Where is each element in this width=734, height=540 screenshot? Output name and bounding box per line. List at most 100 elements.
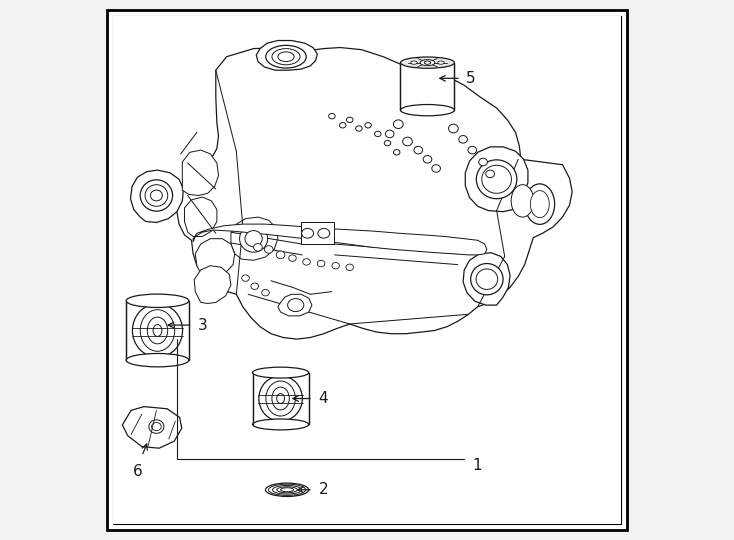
Ellipse shape [385, 140, 390, 146]
Ellipse shape [288, 255, 297, 261]
Ellipse shape [385, 130, 394, 138]
Ellipse shape [401, 105, 454, 116]
Ellipse shape [140, 309, 175, 351]
Ellipse shape [266, 381, 295, 416]
Ellipse shape [126, 354, 189, 367]
Ellipse shape [410, 87, 419, 94]
Ellipse shape [470, 264, 503, 295]
Ellipse shape [482, 165, 512, 193]
Polygon shape [131, 170, 184, 222]
Ellipse shape [459, 136, 468, 143]
Ellipse shape [148, 317, 167, 344]
Ellipse shape [272, 49, 300, 65]
Ellipse shape [393, 120, 403, 129]
Ellipse shape [140, 180, 172, 211]
Polygon shape [123, 407, 182, 448]
Ellipse shape [239, 225, 268, 252]
Polygon shape [465, 147, 528, 212]
Bar [126, 301, 189, 360]
Ellipse shape [252, 367, 309, 378]
Polygon shape [184, 197, 217, 237]
Ellipse shape [280, 488, 294, 492]
Text: 1: 1 [472, 458, 482, 473]
Ellipse shape [401, 57, 454, 68]
Ellipse shape [266, 45, 306, 68]
Ellipse shape [288, 299, 304, 312]
Polygon shape [193, 224, 487, 255]
Ellipse shape [126, 294, 189, 307]
Ellipse shape [132, 303, 183, 357]
Ellipse shape [448, 124, 458, 133]
Ellipse shape [332, 262, 339, 269]
Polygon shape [463, 253, 510, 305]
Ellipse shape [511, 185, 534, 217]
Ellipse shape [365, 123, 371, 128]
Polygon shape [278, 294, 312, 316]
Ellipse shape [437, 61, 444, 64]
Ellipse shape [525, 184, 555, 225]
Text: 5: 5 [466, 71, 476, 86]
Ellipse shape [252, 419, 309, 430]
Ellipse shape [424, 156, 432, 163]
Ellipse shape [443, 102, 451, 109]
Bar [252, 373, 309, 424]
Ellipse shape [272, 387, 289, 410]
Ellipse shape [531, 191, 549, 218]
Polygon shape [195, 266, 231, 303]
Ellipse shape [302, 259, 310, 265]
Ellipse shape [145, 185, 168, 206]
Ellipse shape [424, 62, 430, 64]
Ellipse shape [479, 158, 487, 166]
Polygon shape [177, 48, 573, 339]
Text: 2: 2 [319, 482, 328, 497]
Ellipse shape [356, 126, 362, 131]
Bar [301, 222, 333, 244]
Ellipse shape [432, 165, 440, 172]
Ellipse shape [272, 485, 302, 494]
Ellipse shape [150, 190, 162, 201]
Ellipse shape [468, 146, 476, 154]
Ellipse shape [278, 52, 294, 62]
Ellipse shape [414, 146, 423, 154]
Ellipse shape [251, 283, 258, 289]
Ellipse shape [149, 420, 164, 433]
Bar [401, 63, 454, 110]
Ellipse shape [241, 275, 250, 281]
Polygon shape [231, 217, 278, 260]
Ellipse shape [277, 487, 297, 493]
Ellipse shape [318, 228, 330, 238]
Ellipse shape [339, 123, 346, 128]
Ellipse shape [262, 289, 269, 296]
Ellipse shape [476, 269, 498, 289]
Polygon shape [256, 40, 317, 70]
Ellipse shape [329, 113, 335, 119]
Ellipse shape [486, 170, 495, 178]
Ellipse shape [393, 150, 400, 155]
Ellipse shape [346, 264, 354, 271]
Ellipse shape [424, 61, 431, 64]
Polygon shape [195, 239, 235, 276]
Ellipse shape [269, 484, 305, 495]
Ellipse shape [346, 117, 353, 123]
Ellipse shape [420, 59, 435, 65]
Ellipse shape [245, 231, 262, 247]
Ellipse shape [403, 137, 413, 146]
Ellipse shape [276, 251, 285, 259]
Ellipse shape [426, 92, 437, 102]
Polygon shape [182, 150, 219, 195]
Ellipse shape [374, 131, 381, 137]
Ellipse shape [476, 160, 517, 199]
Ellipse shape [317, 260, 325, 267]
Text: 3: 3 [198, 318, 208, 333]
Text: 4: 4 [319, 391, 328, 406]
Ellipse shape [153, 325, 162, 336]
Ellipse shape [259, 376, 302, 421]
Text: 6: 6 [133, 464, 142, 480]
Ellipse shape [411, 61, 417, 64]
Ellipse shape [264, 246, 273, 253]
Ellipse shape [254, 244, 262, 251]
Ellipse shape [151, 422, 161, 431]
Ellipse shape [302, 228, 313, 238]
Ellipse shape [266, 483, 309, 496]
Ellipse shape [277, 394, 285, 403]
